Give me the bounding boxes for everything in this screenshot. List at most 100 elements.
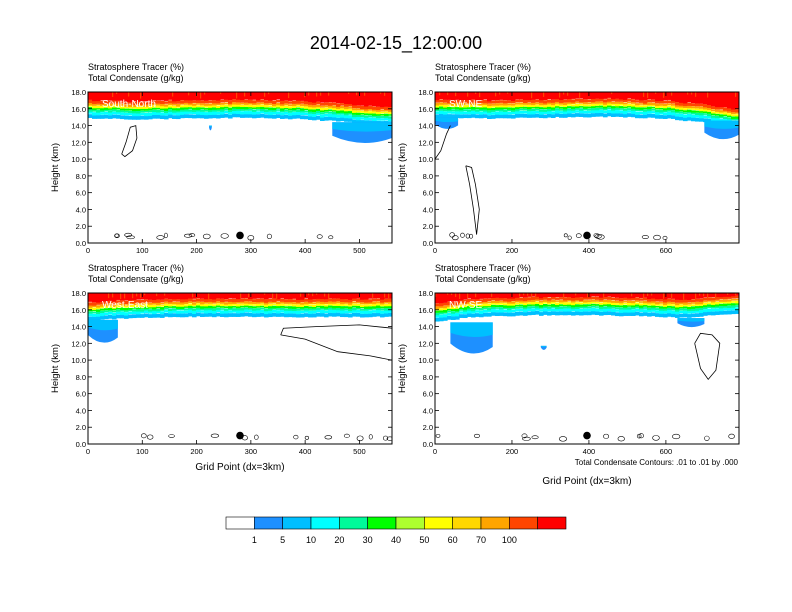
- colorbar-label: 100: [502, 535, 517, 545]
- y-tick-label: 8.0: [76, 172, 86, 181]
- colorbar-swatch: [367, 516, 397, 530]
- y-tick-label: 10.0: [71, 356, 86, 365]
- surface-contour: [465, 233, 470, 239]
- x-tick-label: 100: [136, 447, 149, 456]
- panel-title-line: Total Condensate (g/kg): [435, 274, 531, 284]
- panel-title-line: Stratosphere Tracer (%): [435, 62, 531, 72]
- y-axis-label: Height (km): [50, 143, 61, 192]
- y-tick-label: 16.0: [71, 105, 86, 114]
- surface-contour: [254, 434, 259, 440]
- colorbar-swatch: [424, 516, 453, 530]
- y-tick-label: 14.0: [418, 122, 433, 131]
- x-axis-label: Grid Point (dx=3km): [195, 462, 284, 473]
- colorbar-swatch: [537, 516, 567, 530]
- surface-contour: [386, 436, 392, 441]
- surface-contour: [368, 434, 373, 440]
- colorbar-swatch: [310, 516, 340, 530]
- plot-area: [88, 293, 392, 444]
- surface-contour: [468, 233, 474, 239]
- x-tick-label: 500: [353, 447, 366, 456]
- surface-contour: [563, 233, 568, 238]
- surface-contour: [704, 435, 710, 441]
- y-tick-label: 16.0: [418, 306, 433, 315]
- surface-contour: [210, 433, 220, 438]
- y-tick-label: 18.0: [71, 88, 86, 97]
- condensate-contour: [465, 165, 480, 235]
- tracer-field: [88, 293, 392, 442]
- panel-title-line: Total Condensate (g/kg): [88, 73, 184, 83]
- colorbar-label: 20: [334, 535, 344, 545]
- y-tick-label: 16.0: [418, 105, 433, 114]
- x-tick-label: 400: [299, 246, 312, 255]
- y-tick-label: 8.0: [423, 373, 433, 382]
- x-tick-label: 200: [190, 447, 203, 456]
- panel-sw-ne: SW-NE Stratosphere Tracer (%)Total Conden…: [397, 62, 740, 255]
- surface-contour: [188, 233, 196, 238]
- tracer-field: [88, 92, 392, 241]
- x-tick-label: 0: [433, 447, 437, 456]
- colorbar-label: 30: [363, 535, 373, 545]
- surface-contour: [114, 233, 120, 239]
- x-tick-label: 0: [86, 447, 90, 456]
- colorbar-label: 1: [252, 535, 257, 545]
- y-tick-label: 0.0: [423, 440, 433, 449]
- y-tick-label: 18.0: [418, 88, 433, 97]
- colorbar-swatch: [509, 516, 538, 530]
- surface-contour: [567, 235, 572, 240]
- x-tick-label: 300: [245, 447, 258, 456]
- surface-contour: [593, 233, 600, 238]
- y-tick-label: 4.0: [76, 406, 86, 415]
- surface-contour: [304, 435, 310, 440]
- surface-contour: [662, 235, 668, 241]
- y-tick-label: 10.0: [418, 356, 433, 365]
- y-axis-label: Height (km): [50, 344, 61, 393]
- y-tick-label: 12.0: [71, 138, 86, 147]
- surface-contour: [126, 235, 135, 240]
- colorbar-label: 50: [419, 535, 429, 545]
- surface-contour: [672, 433, 681, 440]
- surface-contour: [324, 435, 333, 440]
- surface-contour: [266, 233, 272, 240]
- surface-contour: [594, 234, 602, 239]
- plot-frame: [87, 292, 393, 445]
- panel-label: West-East: [102, 300, 148, 311]
- surface-contour: [141, 433, 147, 439]
- x-axis-label: Grid Point (dx=3km): [542, 476, 631, 487]
- y-tick-label: 18.0: [418, 289, 433, 298]
- surface-contour: [328, 235, 334, 240]
- condensate-contour: [280, 324, 392, 361]
- surface-contour: [652, 435, 660, 441]
- surface-contour: [156, 235, 165, 240]
- y-tick-label: 18.0: [71, 289, 86, 298]
- surface-contour: [202, 233, 211, 240]
- tracer-field: [435, 92, 739, 241]
- panel-title-line: Stratosphere Tracer (%): [88, 62, 184, 72]
- y-tick-label: 0.0: [423, 239, 433, 248]
- y-tick-label: 2.0: [76, 423, 86, 432]
- site-marker: [583, 231, 591, 240]
- panel-title-line: Total Condensate (g/kg): [88, 274, 184, 284]
- surface-contour: [617, 436, 625, 442]
- plot-frame: [434, 292, 740, 445]
- surface-contour: [728, 433, 735, 439]
- surface-contour: [460, 232, 465, 238]
- y-tick-label: 6.0: [76, 390, 86, 399]
- y-tick-label: 2.0: [423, 222, 433, 231]
- panel-title-line: Total Condensate (g/kg): [435, 73, 531, 83]
- plot-frame: [87, 91, 393, 244]
- x-tick-label: 200: [506, 246, 519, 255]
- x-tick-label: 300: [245, 246, 258, 255]
- surface-contour: [382, 435, 389, 441]
- surface-contour: [596, 234, 605, 240]
- y-tick-label: 12.0: [418, 138, 433, 147]
- surface-contour: [168, 434, 175, 438]
- x-tick-label: 400: [583, 447, 596, 456]
- surface-contour: [531, 435, 539, 440]
- condensate-contour: [121, 125, 138, 158]
- y-tick-label: 10.0: [418, 155, 433, 164]
- site-marker: [236, 231, 244, 240]
- colorbar-swatch: [225, 516, 255, 530]
